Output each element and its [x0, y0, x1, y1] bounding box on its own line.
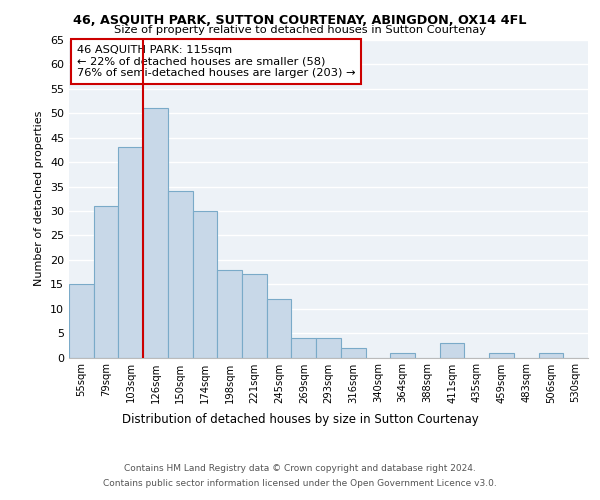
Bar: [242, 274, 267, 357]
Text: Distribution of detached houses by size in Sutton Courtenay: Distribution of detached houses by size …: [122, 412, 478, 426]
Bar: [267, 299, 292, 358]
Bar: [143, 108, 168, 358]
Text: Contains HM Land Registry data © Crown copyright and database right 2024.: Contains HM Land Registry data © Crown c…: [124, 464, 476, 473]
Y-axis label: Number of detached properties: Number of detached properties: [34, 111, 44, 286]
Text: 46 ASQUITH PARK: 115sqm
← 22% of detached houses are smaller (58)
76% of semi-de: 46 ASQUITH PARK: 115sqm ← 22% of detache…: [77, 45, 355, 78]
Bar: [193, 211, 217, 358]
Bar: [292, 338, 316, 357]
Bar: [69, 284, 94, 358]
Bar: [539, 352, 563, 358]
Bar: [94, 206, 118, 358]
Bar: [341, 348, 365, 358]
Bar: [440, 343, 464, 357]
Bar: [390, 352, 415, 358]
Text: Contains public sector information licensed under the Open Government Licence v3: Contains public sector information licen…: [103, 479, 497, 488]
Bar: [489, 352, 514, 358]
Bar: [316, 338, 341, 357]
Bar: [168, 192, 193, 358]
Bar: [217, 270, 242, 358]
Text: Size of property relative to detached houses in Sutton Courtenay: Size of property relative to detached ho…: [114, 25, 486, 35]
Bar: [118, 148, 143, 358]
Text: 46, ASQUITH PARK, SUTTON COURTENAY, ABINGDON, OX14 4FL: 46, ASQUITH PARK, SUTTON COURTENAY, ABIN…: [73, 14, 527, 27]
